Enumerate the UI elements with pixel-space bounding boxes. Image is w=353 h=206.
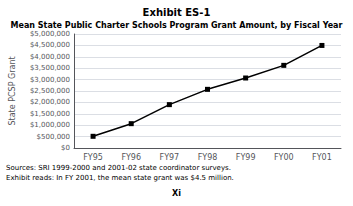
- svg-text:State PCSP Grant: State PCSP Grant: [8, 56, 17, 125]
- svg-text:$1,000,000: $1,000,000: [30, 121, 70, 129]
- svg-text:FY99: FY99: [236, 153, 256, 162]
- svg-text:$2,500,000: $2,500,000: [30, 87, 70, 95]
- svg-text:$3,500,000: $3,500,000: [30, 64, 70, 72]
- svg-text:Sources: SRI 1999-2000 and 200: Sources: SRI 1999-2000 and 2001-02 state…: [6, 164, 231, 172]
- svg-text:Exhibit reads: In FY 2001, the: Exhibit reads: In FY 2001, the mean stat…: [6, 174, 234, 182]
- svg-text:$500,000: $500,000: [37, 133, 70, 141]
- svg-text:$1,500,000: $1,500,000: [30, 110, 70, 118]
- svg-text:FY01: FY01: [312, 153, 332, 162]
- svg-text:FY97: FY97: [160, 153, 180, 162]
- svg-text:$3,000,000: $3,000,000: [30, 76, 70, 84]
- svg-text:Exhibit ES-1: Exhibit ES-1: [143, 7, 211, 18]
- svg-text:FY98: FY98: [198, 153, 218, 162]
- svg-text:FY96: FY96: [121, 153, 141, 162]
- svg-text:$4,000,000: $4,000,000: [30, 53, 70, 61]
- svg-text:$2,000,000: $2,000,000: [30, 98, 70, 106]
- svg-text:$0: $0: [61, 144, 70, 152]
- svg-text:FY00: FY00: [274, 153, 294, 162]
- svg-text:Mean State Public Charter Scho: Mean State Public Charter Schools Progra…: [11, 21, 343, 30]
- svg-text:$5,000,000: $5,000,000: [30, 30, 70, 38]
- svg-text:FY95: FY95: [83, 153, 103, 162]
- svg-text:$4,500,000: $4,500,000: [30, 41, 70, 49]
- svg-text:Xi: Xi: [172, 189, 181, 198]
